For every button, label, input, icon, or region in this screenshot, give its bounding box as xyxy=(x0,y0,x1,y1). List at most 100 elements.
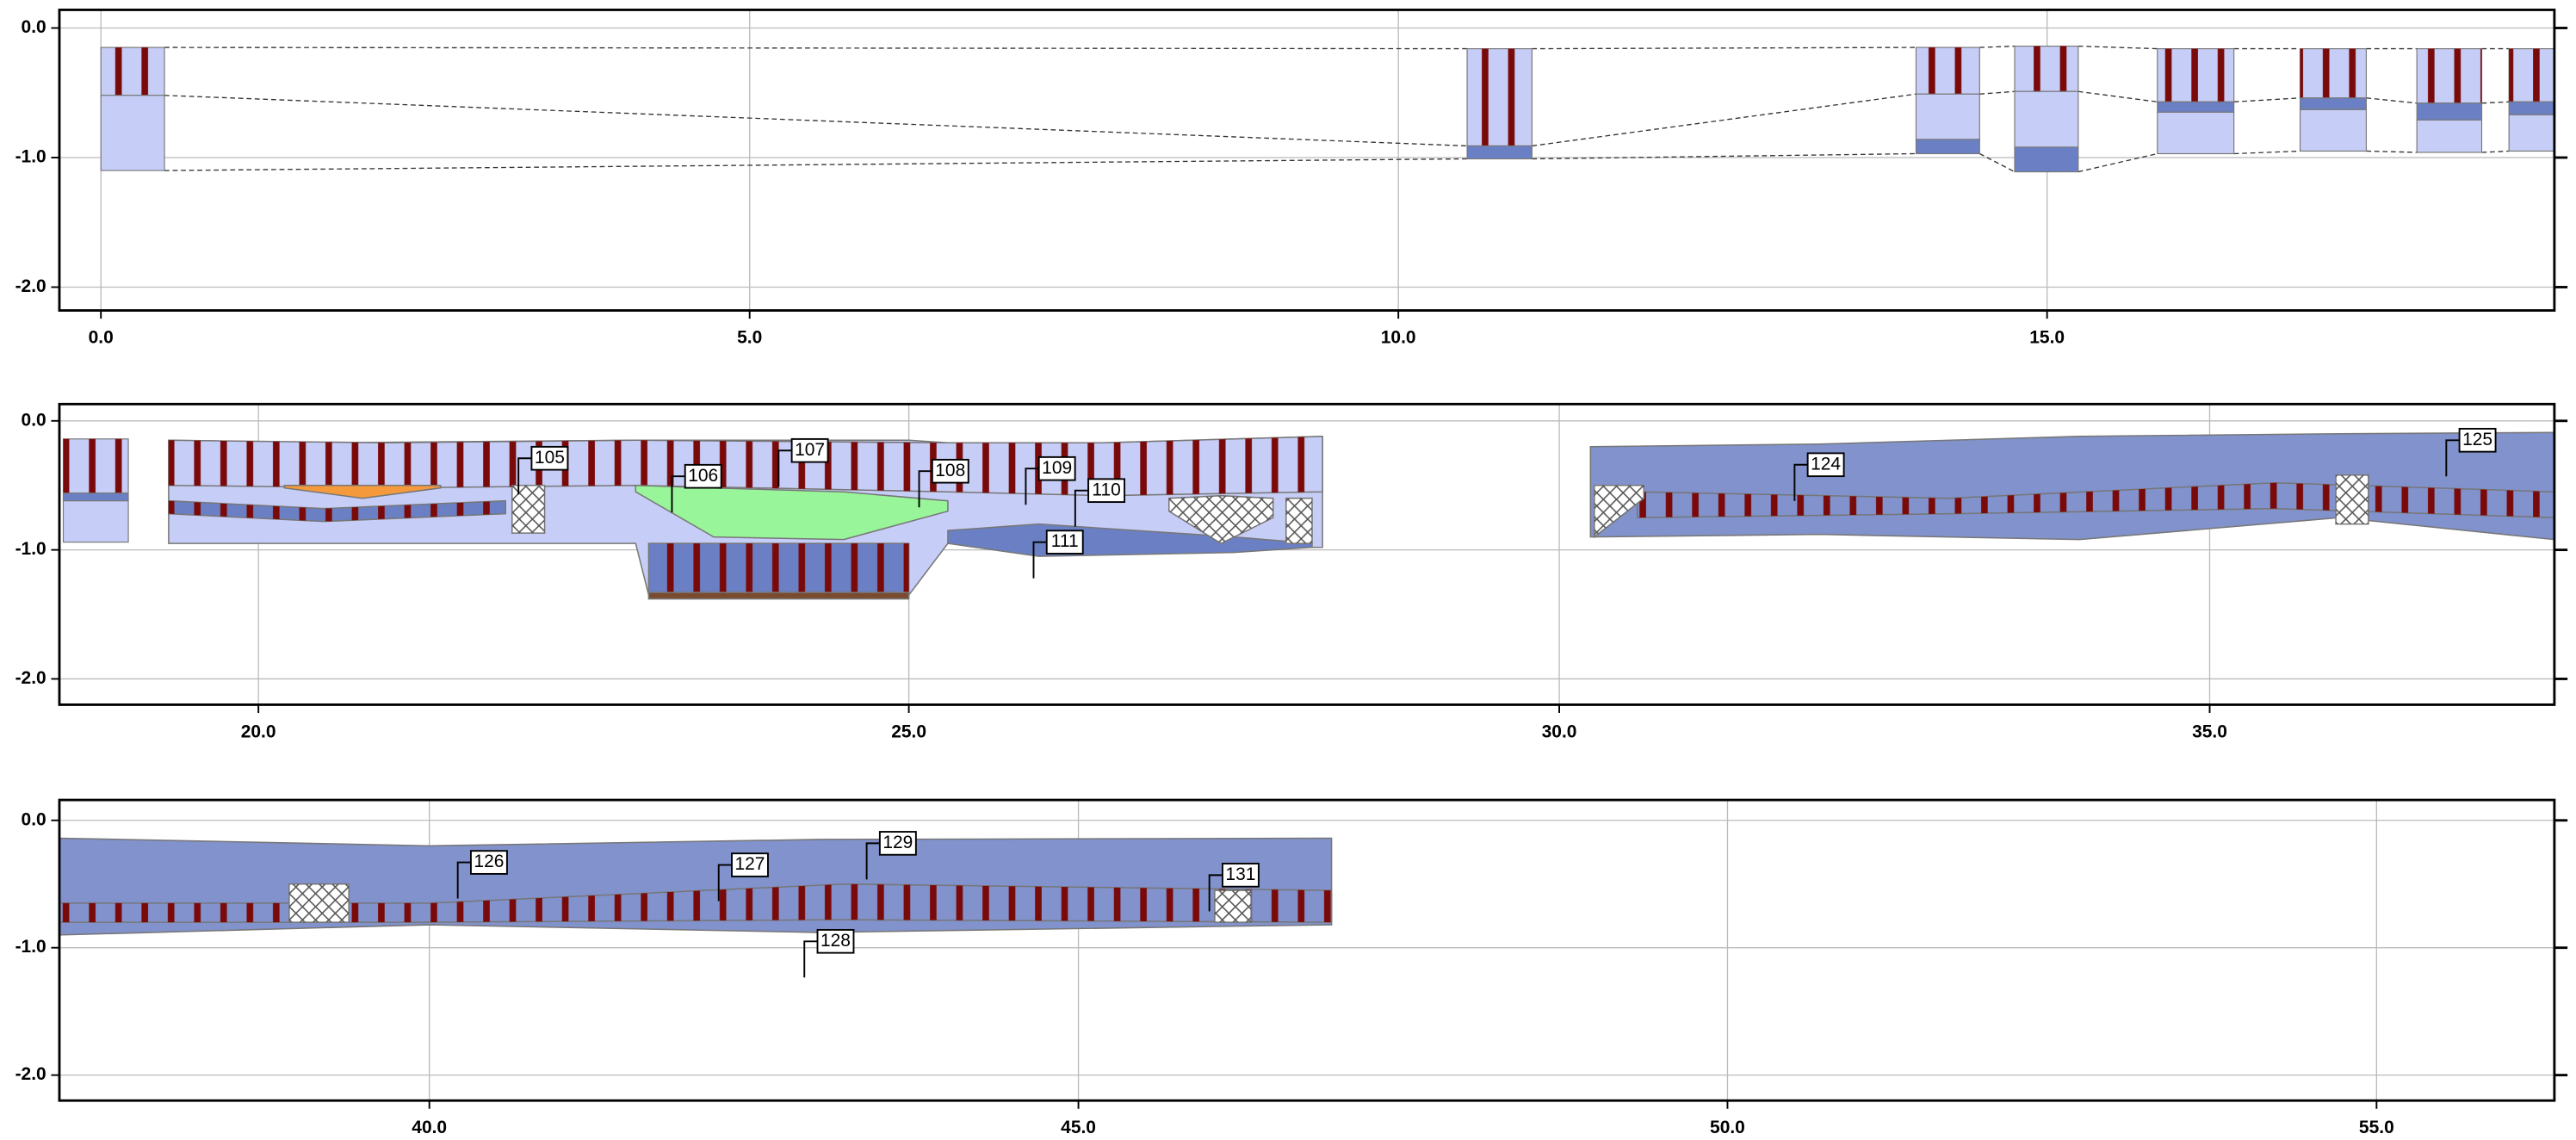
label-text: 108 xyxy=(935,461,965,480)
correlation-line xyxy=(2078,152,2158,173)
x-tick-label: 55.0 xyxy=(2359,1118,2394,1137)
correlation-line xyxy=(1532,152,1917,160)
borehole-layer xyxy=(1466,145,1533,160)
layer-area xyxy=(647,592,910,600)
label-box xyxy=(1037,455,1076,481)
borehole-layer xyxy=(1915,93,1980,140)
label-text: 111 xyxy=(1051,531,1079,551)
label-text: 129 xyxy=(882,833,913,852)
correlation-line xyxy=(1979,45,2016,48)
layer-pattern xyxy=(1285,498,1312,544)
leader-line xyxy=(456,861,471,899)
label-box xyxy=(2458,427,2497,453)
leader-line xyxy=(803,940,818,978)
correlation-line xyxy=(2078,90,2158,102)
borehole-pattern xyxy=(101,47,165,96)
layer-pattern xyxy=(1214,890,1252,923)
x-tick-label: 45.0 xyxy=(1061,1118,1096,1137)
correlation-line xyxy=(1532,93,1917,147)
x-tick-label: 30.0 xyxy=(1542,722,1577,741)
correlation-line xyxy=(2481,101,2510,104)
leader-line xyxy=(865,842,880,880)
y-tick-label: -2.0 xyxy=(15,276,46,296)
borehole-pattern xyxy=(2157,48,2234,102)
label-text: 131 xyxy=(1225,864,1255,884)
layer-pattern xyxy=(59,883,1332,923)
label-text: 127 xyxy=(734,854,765,874)
layer-area xyxy=(635,484,949,541)
borehole-pattern xyxy=(2417,48,2482,103)
label-box xyxy=(1045,530,1084,555)
label-text: 105 xyxy=(535,448,565,468)
panel: 0.0 -1.0 -2.0 0.0 5.0 10.0 15.0 xyxy=(15,9,2568,348)
x-tick-label: 10.0 xyxy=(1381,328,1416,348)
data-layer: 105 106 107 108 109 110 111 124 125 xyxy=(62,427,2554,600)
layer-pattern xyxy=(2336,474,2369,524)
leader-line xyxy=(717,864,733,901)
label-box xyxy=(1221,863,1260,888)
layer-pattern xyxy=(168,500,506,522)
borehole-layer xyxy=(2157,111,2235,155)
borehole-layer xyxy=(2416,102,2483,121)
correlation-line xyxy=(1979,90,2016,95)
borehole-layer xyxy=(62,493,129,502)
borehole-layer xyxy=(2014,90,2079,148)
label-text: 109 xyxy=(1042,458,1072,478)
y-tick-label: -1.0 xyxy=(15,539,46,559)
label-text: 125 xyxy=(2462,430,2492,449)
borehole-layer xyxy=(2508,101,2554,115)
label-text: 126 xyxy=(474,852,504,871)
leader-line xyxy=(1032,541,1047,579)
layer-pattern xyxy=(168,436,1323,496)
label-text: 128 xyxy=(820,931,851,951)
x-tick-label: 25.0 xyxy=(891,722,926,741)
borehole-layer xyxy=(1915,139,1980,155)
y-tick-label: -1.0 xyxy=(15,937,46,957)
borehole-layer xyxy=(2416,119,2483,153)
layer-pattern xyxy=(511,485,545,534)
correlation-line xyxy=(1979,152,2016,173)
correlation-line xyxy=(2233,150,2300,155)
y-tick-label: -2.0 xyxy=(15,668,46,688)
y-tick-label: 0.0 xyxy=(22,809,46,829)
x-tick-label: 40.0 xyxy=(412,1118,447,1137)
leader-line xyxy=(1793,463,1808,501)
y-tick-label: 0.0 xyxy=(22,410,46,430)
leader-line xyxy=(517,457,532,495)
borehole-pattern xyxy=(2300,48,2367,98)
label-text: 106 xyxy=(688,466,718,486)
label-box xyxy=(878,831,917,856)
x-tick-label: 20.0 xyxy=(241,722,276,741)
leader-line xyxy=(918,470,932,508)
leader-line xyxy=(1074,489,1089,527)
label-box xyxy=(931,458,969,484)
label-text: 110 xyxy=(1092,480,1120,499)
label-box xyxy=(684,463,722,489)
x-tick-label: 35.0 xyxy=(2192,722,2227,741)
leader-line xyxy=(777,449,792,487)
borehole-pattern xyxy=(2014,46,2078,92)
borehole-pattern xyxy=(63,438,129,493)
label-box xyxy=(790,437,829,463)
layer-area xyxy=(947,523,1313,557)
borehole-layer xyxy=(2157,101,2235,113)
borehole-layer xyxy=(2299,97,2367,110)
borehole-pattern xyxy=(1467,48,1533,146)
correlation-line xyxy=(164,95,1468,147)
correlation-line xyxy=(2078,45,2158,50)
borehole-layer xyxy=(62,500,129,543)
layer-pattern xyxy=(1168,495,1273,544)
label-box xyxy=(530,445,569,471)
correlation-line xyxy=(164,46,1468,50)
layer-area xyxy=(1589,431,2554,541)
layer-pattern xyxy=(648,543,909,593)
layer-pattern xyxy=(1637,482,2554,518)
y-tick-label: 0.0 xyxy=(22,17,46,37)
y-tick-label: -1.0 xyxy=(15,147,46,167)
layer-area xyxy=(283,484,442,499)
leader-line xyxy=(671,475,685,513)
plot-frame xyxy=(58,402,2556,706)
